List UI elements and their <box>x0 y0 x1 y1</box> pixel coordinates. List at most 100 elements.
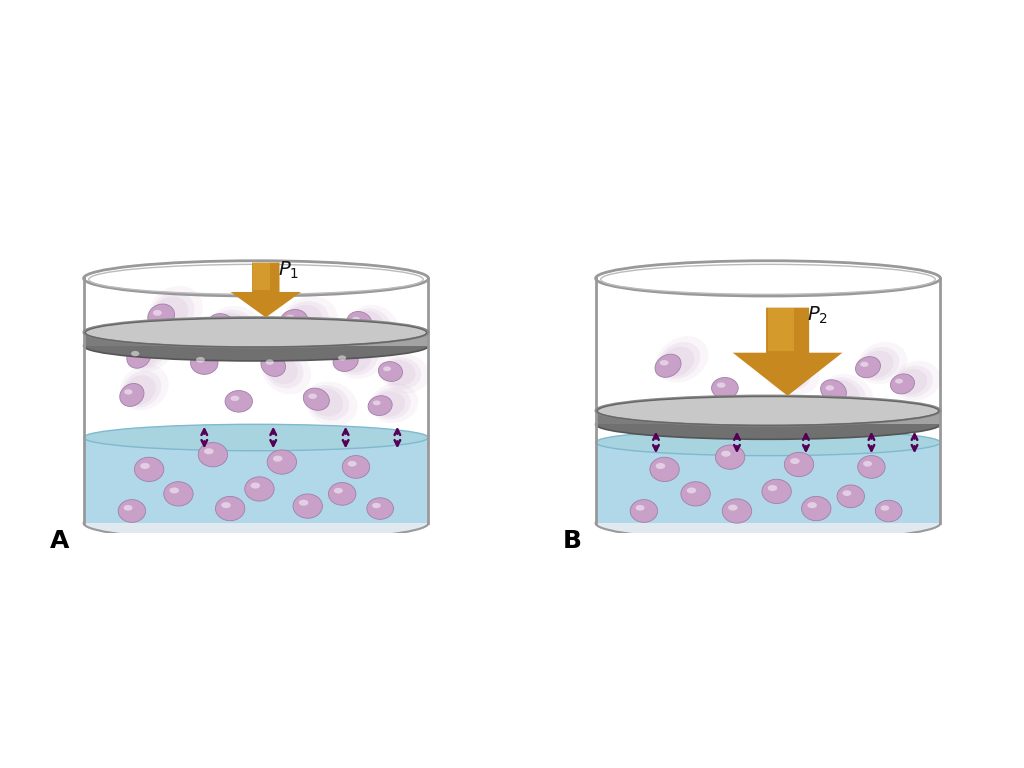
Ellipse shape <box>286 315 295 320</box>
Ellipse shape <box>655 354 681 377</box>
Ellipse shape <box>896 369 927 395</box>
Ellipse shape <box>123 371 162 407</box>
Ellipse shape <box>721 451 731 457</box>
Ellipse shape <box>84 505 428 541</box>
Ellipse shape <box>681 482 711 506</box>
Ellipse shape <box>204 449 214 455</box>
Ellipse shape <box>299 500 308 506</box>
Polygon shape <box>230 263 301 317</box>
Ellipse shape <box>373 388 411 419</box>
Ellipse shape <box>265 359 273 365</box>
Ellipse shape <box>768 355 811 390</box>
Ellipse shape <box>303 388 330 410</box>
Ellipse shape <box>215 496 245 521</box>
Ellipse shape <box>712 378 738 399</box>
Ellipse shape <box>225 391 253 412</box>
Ellipse shape <box>855 356 881 378</box>
Ellipse shape <box>802 496 830 521</box>
Ellipse shape <box>655 463 666 469</box>
Ellipse shape <box>766 351 819 396</box>
Text: $P_1$: $P_1$ <box>279 260 299 281</box>
Ellipse shape <box>373 400 381 406</box>
Ellipse shape <box>221 502 230 508</box>
Ellipse shape <box>660 346 694 376</box>
Ellipse shape <box>596 505 940 541</box>
Ellipse shape <box>384 360 416 386</box>
Polygon shape <box>84 333 204 346</box>
Ellipse shape <box>150 286 203 334</box>
Ellipse shape <box>863 461 872 467</box>
Ellipse shape <box>826 380 860 409</box>
Ellipse shape <box>784 452 814 477</box>
Ellipse shape <box>281 310 307 331</box>
Ellipse shape <box>214 313 250 341</box>
Ellipse shape <box>630 500 657 522</box>
Ellipse shape <box>131 351 139 356</box>
Ellipse shape <box>824 377 865 413</box>
Ellipse shape <box>84 331 428 361</box>
Ellipse shape <box>213 319 222 324</box>
Ellipse shape <box>285 301 329 336</box>
Ellipse shape <box>262 349 311 394</box>
Ellipse shape <box>213 310 256 345</box>
Ellipse shape <box>861 351 894 378</box>
Ellipse shape <box>347 312 372 333</box>
Ellipse shape <box>190 352 218 374</box>
Ellipse shape <box>245 477 274 501</box>
Ellipse shape <box>131 336 162 366</box>
Ellipse shape <box>860 362 868 367</box>
Ellipse shape <box>283 296 337 340</box>
Ellipse shape <box>273 455 283 462</box>
Ellipse shape <box>337 342 378 376</box>
Ellipse shape <box>338 356 346 360</box>
Ellipse shape <box>825 386 835 391</box>
Ellipse shape <box>650 457 679 482</box>
Ellipse shape <box>596 409 940 439</box>
Ellipse shape <box>307 385 349 421</box>
Polygon shape <box>596 442 940 523</box>
Polygon shape <box>596 411 716 424</box>
Ellipse shape <box>876 500 902 521</box>
Ellipse shape <box>596 396 940 425</box>
Ellipse shape <box>129 331 167 369</box>
Ellipse shape <box>728 505 737 511</box>
Ellipse shape <box>367 498 393 519</box>
Ellipse shape <box>717 382 725 388</box>
Ellipse shape <box>120 383 144 406</box>
Ellipse shape <box>722 499 752 523</box>
Ellipse shape <box>127 345 151 368</box>
Ellipse shape <box>339 345 372 372</box>
Ellipse shape <box>895 366 933 397</box>
Ellipse shape <box>596 429 940 455</box>
Ellipse shape <box>381 354 429 393</box>
Ellipse shape <box>658 342 700 379</box>
Ellipse shape <box>769 358 805 386</box>
Ellipse shape <box>820 379 847 402</box>
Ellipse shape <box>352 311 385 339</box>
Ellipse shape <box>891 374 914 394</box>
Text: $P_2$: $P_2$ <box>807 305 827 326</box>
Ellipse shape <box>656 336 709 382</box>
Ellipse shape <box>893 361 941 401</box>
Ellipse shape <box>196 357 205 362</box>
Ellipse shape <box>287 305 323 333</box>
Ellipse shape <box>84 424 428 451</box>
Ellipse shape <box>127 325 174 372</box>
Ellipse shape <box>858 455 885 478</box>
Ellipse shape <box>124 376 156 405</box>
Ellipse shape <box>881 505 889 511</box>
Ellipse shape <box>379 362 402 382</box>
Ellipse shape <box>768 485 777 491</box>
Ellipse shape <box>199 442 227 467</box>
Ellipse shape <box>329 482 356 505</box>
Ellipse shape <box>372 503 381 508</box>
Ellipse shape <box>334 488 343 494</box>
Ellipse shape <box>348 461 356 467</box>
Ellipse shape <box>124 389 132 395</box>
Ellipse shape <box>843 490 851 496</box>
Ellipse shape <box>371 383 419 423</box>
Ellipse shape <box>170 488 179 494</box>
Ellipse shape <box>230 396 240 401</box>
Polygon shape <box>596 411 940 424</box>
Ellipse shape <box>305 382 357 425</box>
